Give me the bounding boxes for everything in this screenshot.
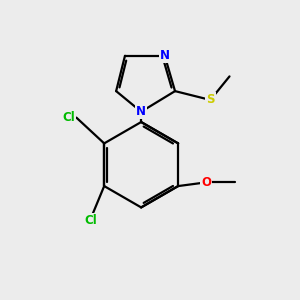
Text: S: S — [206, 93, 214, 106]
Text: O: O — [201, 176, 211, 189]
Text: Cl: Cl — [63, 111, 75, 124]
Text: N: N — [160, 49, 170, 62]
Text: N: N — [136, 105, 146, 118]
Text: Cl: Cl — [85, 214, 98, 227]
